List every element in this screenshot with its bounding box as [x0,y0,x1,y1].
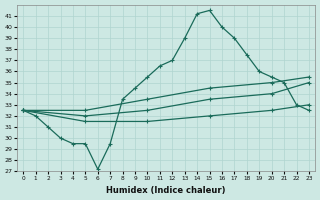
X-axis label: Humidex (Indice chaleur): Humidex (Indice chaleur) [106,186,226,195]
